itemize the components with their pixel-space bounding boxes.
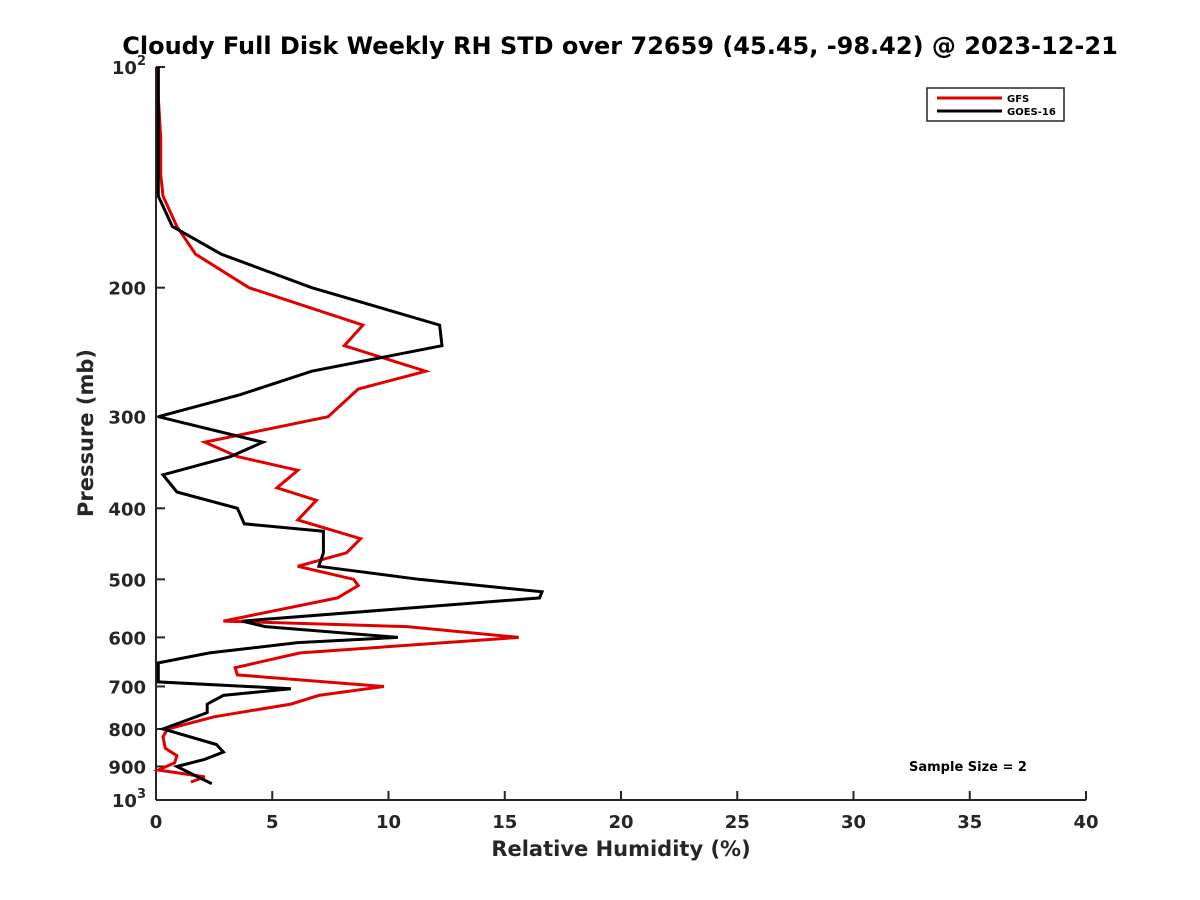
x-tick-label: 15	[492, 812, 517, 833]
series-line-gfs	[152, 67, 519, 784]
x-tick-label: 10	[376, 812, 401, 833]
y-tick-label: 800	[108, 720, 146, 741]
y-tick-label: 300	[108, 408, 146, 429]
y-tick-label: 700	[108, 677, 146, 698]
legend-label: GFS	[1007, 94, 1029, 105]
plot-axes: 0 5 10 15 20 25 30 35 40 102 200 300 400 500 600 700 800…	[108, 54, 1098, 833]
legend-label: GOES-16	[1007, 107, 1056, 118]
sample-size-annotation: Sample Size = 2	[909, 760, 1027, 775]
y-tick-label: 600	[108, 628, 146, 649]
x-tick-label: 20	[608, 812, 633, 833]
y-tick-label: 400	[108, 499, 146, 520]
y-tick-label: 102	[112, 54, 146, 79]
legend: GFS GOES-16	[926, 87, 1065, 122]
x-tick-label: 25	[725, 812, 750, 833]
x-tick-label: 5	[266, 812, 279, 833]
series-line-goes-16	[156, 67, 545, 786]
x-tick-label: 35	[957, 812, 982, 833]
y-tick-label: 900	[108, 757, 146, 778]
y-axis-label: Pressure (mb)	[74, 349, 98, 517]
y-tick-label: 103	[112, 787, 146, 812]
y-tick-label: 200	[108, 279, 146, 300]
x-tick-label: 40	[1073, 812, 1098, 833]
x-axis-label: Relative Humidity (%)	[491, 837, 750, 861]
x-tick-label: 30	[841, 812, 866, 833]
y-tick-label: 500	[108, 570, 146, 591]
legend-box	[926, 87, 1065, 122]
chart-title: Cloudy Full Disk Weekly RH STD over 7265…	[122, 32, 1118, 60]
x-tick-label: 0	[150, 812, 163, 833]
series-layer	[152, 67, 545, 786]
